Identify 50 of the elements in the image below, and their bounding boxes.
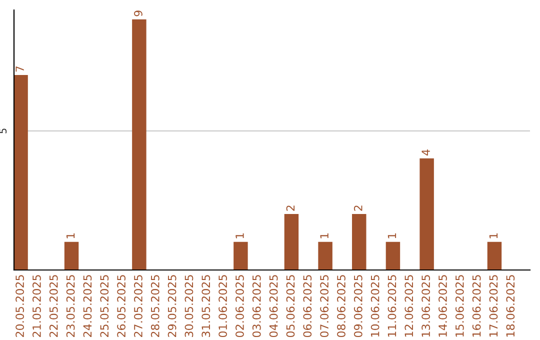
- data-label: 7: [16, 66, 24, 72]
- data-label: 2: [286, 206, 295, 211]
- bar: [318, 242, 332, 270]
- x-tick-label: 16.06.2025: [472, 275, 481, 337]
- x-tick-label: 26.05.2025: [117, 275, 126, 337]
- x-tick-label: 25.05.2025: [100, 275, 109, 337]
- data-label: 1: [320, 233, 328, 238]
- x-tick-label: 20.05.2025: [16, 275, 24, 337]
- x-tick-label: 18.06.2025: [506, 275, 515, 337]
- data-label: 1: [489, 233, 498, 238]
- x-tick-label: 22.05.2025: [49, 275, 58, 337]
- data-label: 1: [66, 233, 75, 238]
- x-tick-label: 17.06.2025: [489, 275, 498, 337]
- bar: [420, 158, 434, 270]
- data-label: 2: [354, 206, 362, 211]
- x-tick-label: 09.06.2025: [354, 275, 362, 338]
- x-tick-label: 13.06.2025: [422, 275, 430, 337]
- x-tick-label: 30.05.2025: [184, 275, 194, 337]
- bar: [64, 242, 79, 270]
- x-tick-label: 14.06.2025: [438, 275, 447, 337]
- bar: [284, 214, 299, 270]
- x-tick-label: 11.06.2025: [388, 275, 396, 337]
- bar: [487, 242, 502, 270]
- x-tick-label: 06.06.2025: [303, 275, 312, 338]
- x-tick-label: 04.06.2025: [269, 275, 278, 338]
- x-tick-label: 29.05.2025: [168, 275, 176, 337]
- x-tick-label: 10.06.2025: [370, 275, 380, 337]
- bar: [234, 242, 248, 270]
- data-label: 1: [236, 233, 244, 238]
- data-label: 4: [422, 150, 430, 156]
- x-tick-label: 08.06.2025: [337, 275, 346, 338]
- data-label: 9: [134, 10, 142, 16]
- x-tick-label: 27.05.2025: [134, 275, 142, 337]
- x-tick-label: 01.06.2025: [218, 275, 228, 338]
- bar: [386, 242, 400, 270]
- data-label: 1: [388, 233, 396, 238]
- x-tick-label: 07.06.2025: [320, 275, 329, 338]
- x-tick-label: 05.06.2025: [286, 275, 295, 338]
- x-tick-label: 15.06.2025: [455, 275, 464, 337]
- x-tick-label: 02.06.2025: [236, 275, 244, 338]
- x-tick-label: 31.05.2025: [202, 275, 210, 337]
- x-tick-label: 23.05.2025: [66, 275, 75, 337]
- x-tick-label: 24.05.2025: [83, 275, 92, 337]
- bar: [14, 75, 28, 270]
- x-tick-label: 21.05.2025: [32, 275, 41, 337]
- bar: [132, 19, 146, 270]
- bar: [352, 214, 366, 270]
- x-tick-label: 12.06.2025: [404, 275, 414, 337]
- x-tick-label: 03.06.2025: [252, 275, 261, 338]
- x-tick-label: 28.05.2025: [150, 275, 160, 337]
